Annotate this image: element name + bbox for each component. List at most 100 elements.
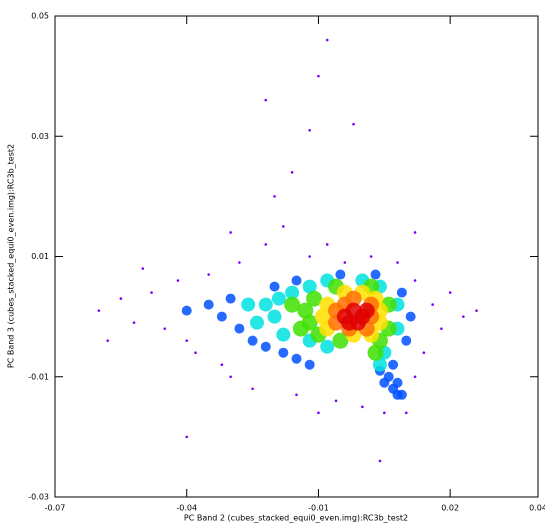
point [325,38,329,42]
x-tick-label: -0.07 [45,504,66,513]
point [308,255,311,258]
point [220,363,224,367]
point [119,297,123,300]
point [361,405,364,409]
point [302,279,317,294]
point [358,302,375,319]
y-axis-label: PC Band 3 (cubes_stacked_equi0_even.img)… [7,144,16,368]
y-tick-label: 0.05 [31,12,49,21]
point [251,387,254,391]
plot-frame [54,15,539,498]
point [97,309,101,312]
point [297,302,314,319]
y-tick-label: -0.03 [28,493,49,502]
point [332,332,349,349]
x-tick-label: 0.02 [441,504,459,513]
point [372,357,387,372]
point [282,225,285,228]
point [462,315,465,318]
point [388,359,399,370]
point [216,311,227,322]
point [176,279,180,282]
point [225,293,236,304]
point [194,351,197,355]
point [396,389,407,400]
point [413,279,417,282]
y-tick-label: 0.01 [31,252,49,261]
point [306,290,323,307]
point [229,375,232,379]
point [247,335,258,346]
point [405,311,416,322]
point [260,341,271,352]
point [269,281,280,292]
point [203,299,214,310]
point [241,297,256,312]
point [317,74,320,78]
point [229,231,232,234]
point [334,399,338,403]
point [181,305,192,316]
point [295,393,298,397]
point [291,353,302,364]
point [370,269,381,280]
point [317,411,320,415]
point [285,285,300,300]
point [141,267,145,270]
point [378,459,382,463]
point [291,275,302,286]
point [343,261,347,264]
point [431,303,434,306]
point [335,269,346,280]
point [234,323,245,334]
point [271,291,286,306]
point [308,128,311,132]
point [290,171,294,174]
point [367,344,384,361]
point [379,377,390,388]
point [325,243,329,246]
x-tick-label: -0.04 [176,504,197,513]
point [273,195,276,198]
point [106,339,109,342]
point [413,231,417,234]
point [238,261,241,264]
y-tick-label: 0.03 [31,132,49,141]
point [207,273,210,276]
point [284,296,301,313]
point [150,291,153,294]
point [401,335,412,346]
point [440,327,443,330]
point [352,122,355,126]
x-tick-label: -0.01 [308,504,329,513]
y-tick-label: -0.01 [28,372,49,381]
point [383,411,386,415]
point [258,297,273,312]
point [369,255,373,258]
point [304,359,315,370]
point [264,98,268,102]
point [396,287,407,298]
point [475,309,478,312]
x-axis-label: PC Band 2 (cubes_stacked_equi0_even.img)… [184,514,408,523]
point [264,243,268,246]
point [163,327,167,330]
point [267,309,282,324]
point [132,321,136,324]
point [349,314,366,331]
point [278,347,289,358]
point [422,351,426,355]
point [320,339,335,354]
point [276,327,291,342]
point [448,291,452,294]
point [396,261,399,264]
point [185,435,189,439]
point [185,339,189,342]
point [292,320,309,337]
point [249,315,264,330]
x-tick-label: 0.04 [529,504,545,513]
point [404,411,408,415]
point [314,308,331,325]
